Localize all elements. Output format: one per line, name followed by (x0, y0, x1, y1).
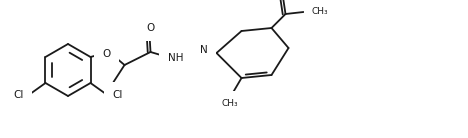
Text: CH₃: CH₃ (312, 7, 328, 17)
Text: CH₃: CH₃ (221, 99, 238, 108)
Text: NH: NH (168, 53, 183, 63)
Text: O: O (146, 23, 154, 33)
Text: Cl: Cl (13, 90, 23, 100)
Text: N: N (200, 45, 207, 55)
Text: O: O (102, 49, 110, 59)
Text: Cl: Cl (112, 90, 123, 100)
